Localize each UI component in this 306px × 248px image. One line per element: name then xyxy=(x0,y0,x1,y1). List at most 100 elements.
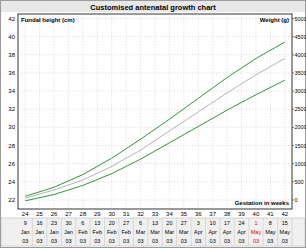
date-month: Feb xyxy=(78,229,87,235)
date-month: Feb xyxy=(121,229,130,235)
x-tick-label: 32 xyxy=(137,211,144,217)
date-year: 03 xyxy=(109,238,115,244)
x-grid xyxy=(155,14,156,209)
y-grid xyxy=(18,36,292,37)
y-grid xyxy=(18,72,292,73)
x-tick-label: 40 xyxy=(253,211,260,217)
x-grid xyxy=(68,14,69,209)
y-tick-label: 32 xyxy=(8,106,15,112)
date-month: Jan xyxy=(50,229,59,235)
y-tick-label: 40 xyxy=(8,34,15,40)
date-year: 03 xyxy=(195,238,201,244)
y2-tick-label: 1500 xyxy=(295,143,306,149)
date-month: Jan xyxy=(21,229,30,235)
x-tick-label: 42 xyxy=(281,211,288,217)
y2-tick-label: 4500 xyxy=(295,34,306,40)
date-day: 6 xyxy=(139,220,142,226)
x-tick-label: 26 xyxy=(51,211,58,217)
date-divider xyxy=(263,218,264,246)
date-day: 17 xyxy=(224,220,230,226)
date-day: 30 xyxy=(65,220,71,226)
date-divider xyxy=(248,218,249,246)
date-divider xyxy=(118,218,119,246)
x-tick-label: 25 xyxy=(36,211,43,217)
y-axis-label: Fundal height (cm) xyxy=(21,17,75,23)
date-day: 20 xyxy=(166,220,172,226)
date-day: 13 xyxy=(94,220,100,226)
date-divider xyxy=(104,218,105,246)
y-tick-label: 26 xyxy=(8,161,15,167)
series-line xyxy=(25,80,285,201)
series-line xyxy=(25,42,285,196)
x-tick-label: 31 xyxy=(123,211,130,217)
y2-axis-label: Weight (g) xyxy=(260,17,289,23)
x-tick-label: 30 xyxy=(108,211,115,217)
x-grid xyxy=(270,14,271,209)
date-day: 9 xyxy=(24,220,27,226)
date-month: Feb xyxy=(107,229,116,235)
date-day: 10 xyxy=(210,220,216,226)
date-day: 13 xyxy=(152,220,158,226)
date-year: 03 xyxy=(22,238,28,244)
y2-tick-label: 3000 xyxy=(295,88,306,94)
x-tick-label: 24 xyxy=(22,211,29,217)
date-day: 15 xyxy=(282,220,288,226)
date-divider xyxy=(46,218,47,246)
y-tick-label: 34 xyxy=(8,88,15,94)
y2-tick-label: 5000 xyxy=(295,16,306,22)
date-month: Mar xyxy=(179,229,189,235)
y2-tick-label: 2000 xyxy=(295,124,306,130)
x-tick-label: 34 xyxy=(166,211,173,217)
date-day: 8 xyxy=(269,220,272,226)
y-tick-label: 24 xyxy=(8,179,15,185)
date-year: 03 xyxy=(37,238,43,244)
date-divider xyxy=(277,218,278,246)
y2-tick-label: 2500 xyxy=(295,106,306,112)
y-grid xyxy=(18,163,292,164)
date-day: 24 xyxy=(238,220,244,226)
date-divider xyxy=(205,218,206,246)
plot-frame xyxy=(18,14,292,209)
date-day: 3 xyxy=(197,220,200,226)
date-month: Mar xyxy=(150,229,160,235)
date-divider xyxy=(162,218,163,246)
date-month: Apr xyxy=(208,229,217,235)
date-year: 03 xyxy=(123,238,129,244)
x-grid xyxy=(183,14,184,209)
date-year: 03 xyxy=(138,238,144,244)
x-tick-label: 39 xyxy=(238,211,245,217)
x-tick-label: 35 xyxy=(180,211,187,217)
title: Customised antenatal growth chart xyxy=(90,3,216,12)
date-month: Jan xyxy=(35,229,44,235)
date-month: Mar xyxy=(136,229,146,235)
date-year: 03 xyxy=(181,238,187,244)
date-month: Feb xyxy=(93,229,102,235)
x-grid xyxy=(255,14,256,209)
date-day: 23 xyxy=(51,220,57,226)
date-month: May xyxy=(280,229,291,235)
date-day: 16 xyxy=(37,220,43,226)
y-grid xyxy=(18,181,292,182)
x-grid xyxy=(54,14,55,209)
date-day: 1 xyxy=(254,220,257,226)
x-tick-label: 33 xyxy=(152,211,159,217)
y-grid xyxy=(18,91,292,92)
date-year: 03 xyxy=(94,238,100,244)
date-divider xyxy=(90,218,91,246)
x-grid xyxy=(126,14,127,209)
date-divider xyxy=(176,218,177,246)
x-axis-label: Gestation in weeks xyxy=(235,200,290,206)
date-day: 27 xyxy=(123,220,129,226)
date-year: 03 xyxy=(65,238,71,244)
y-tick-label: 30 xyxy=(8,124,15,130)
date-month: May xyxy=(265,229,276,235)
x-tick-label: 38 xyxy=(224,211,231,217)
y2-tick-label: 4000 xyxy=(295,52,306,58)
x-tick-label: 28 xyxy=(80,211,87,217)
date-year: 03 xyxy=(166,238,172,244)
date-month: Apr xyxy=(237,229,246,235)
x-grid xyxy=(25,14,26,209)
x-grid xyxy=(241,14,242,209)
date-year: 03 xyxy=(51,238,57,244)
date-divider xyxy=(133,218,134,246)
